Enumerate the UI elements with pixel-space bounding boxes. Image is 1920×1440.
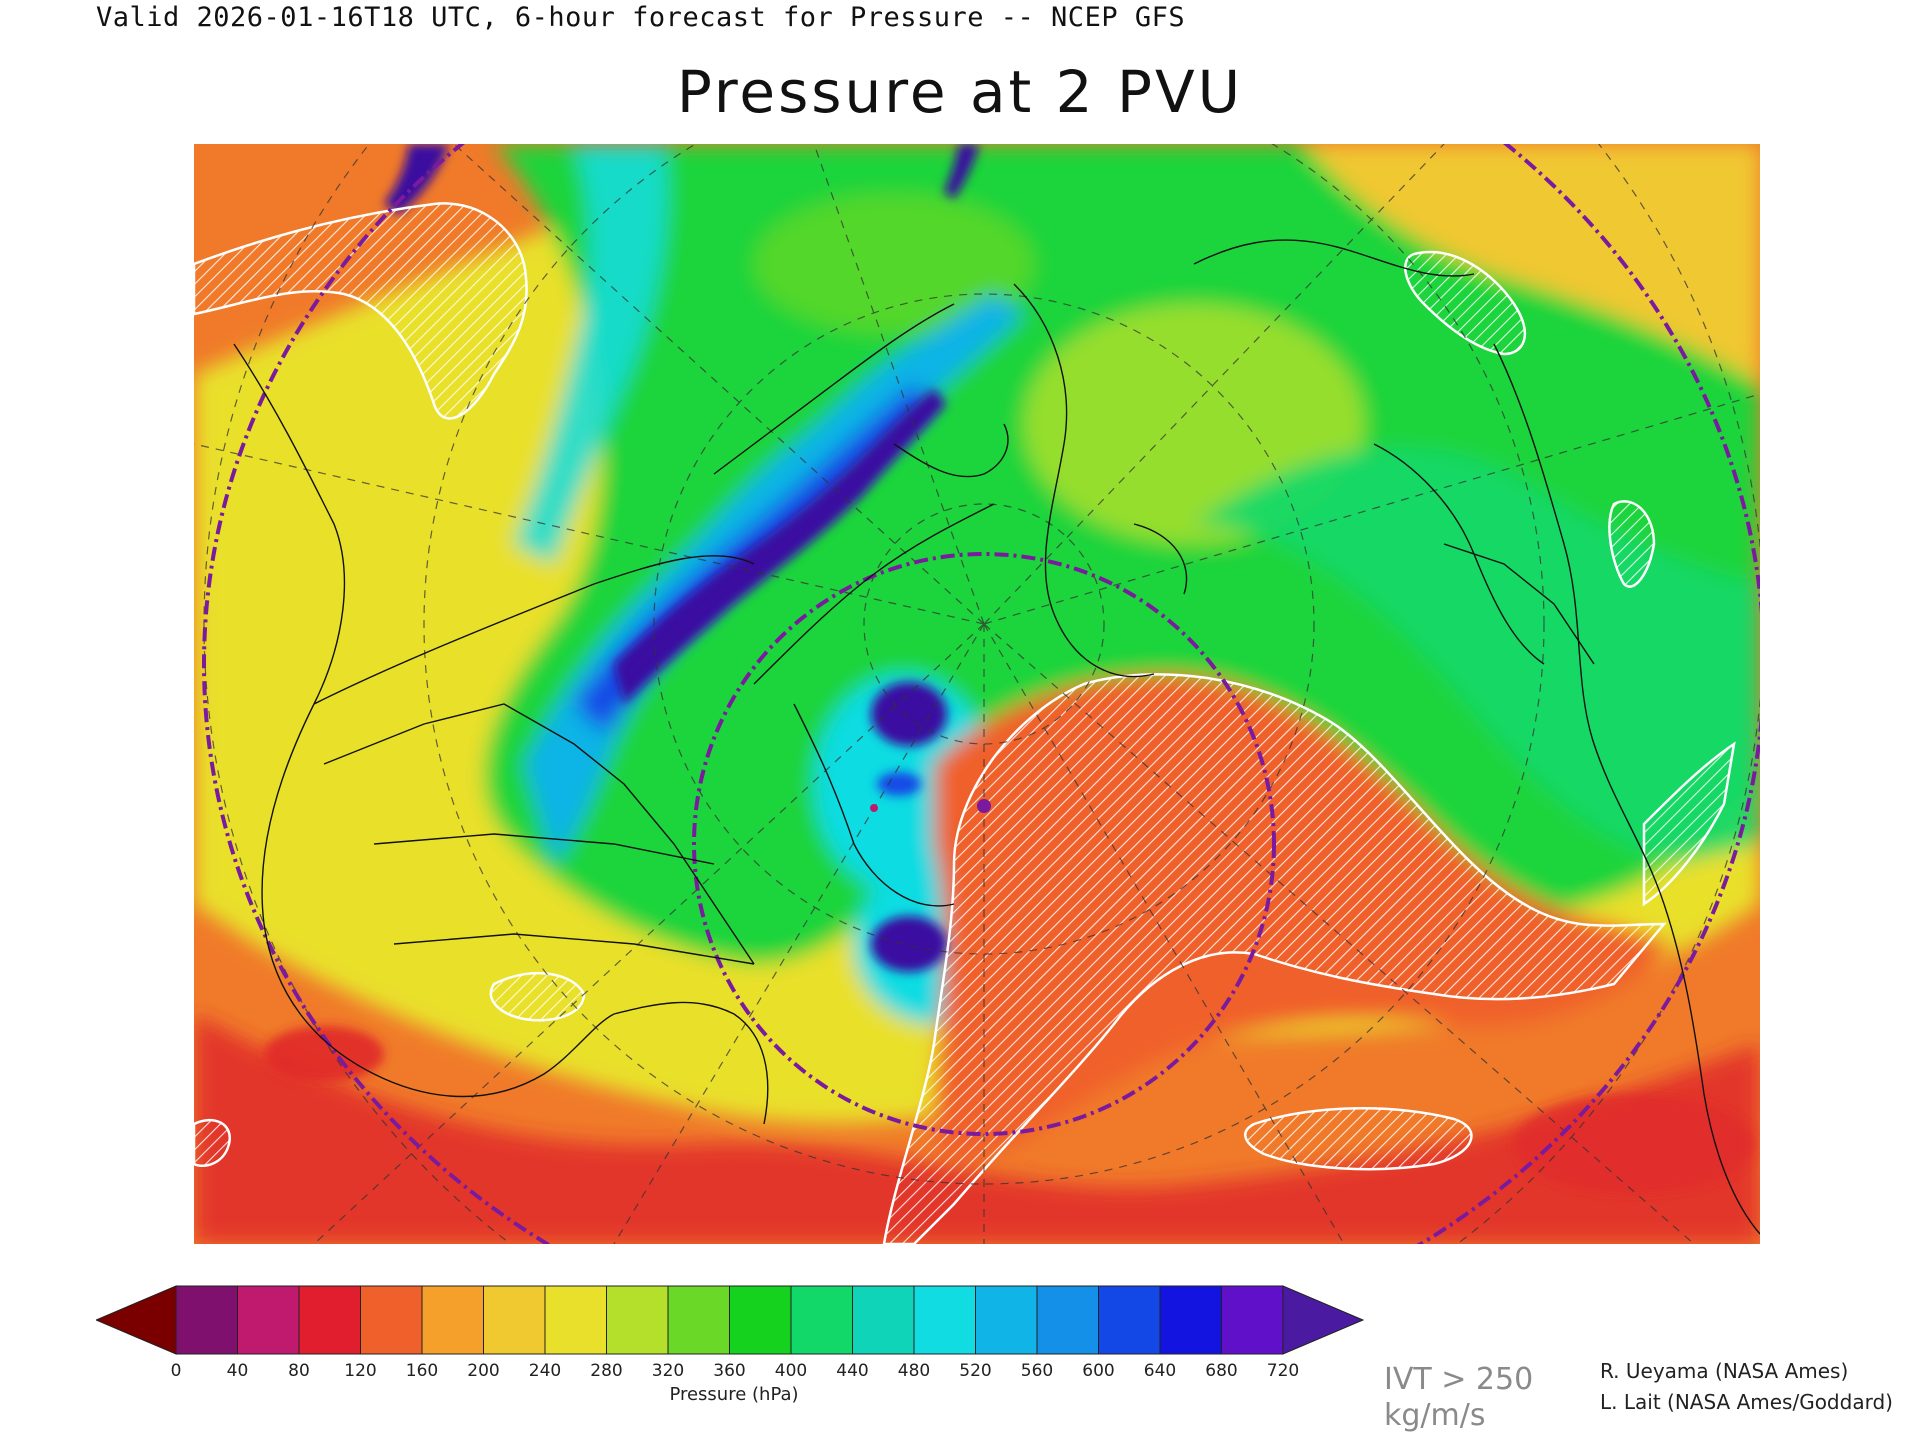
colorbar-tick-label: 160 xyxy=(405,1361,439,1381)
coastlines xyxy=(233,239,1760,1235)
ivt-legend: IVT > 250 kg/m/s xyxy=(1384,1362,1533,1434)
colorbar-cell xyxy=(421,1285,484,1355)
colorbar-overflow-triangle xyxy=(1282,1285,1365,1355)
colorbar-cell xyxy=(729,1285,792,1355)
graticule xyxy=(194,144,1760,1244)
ivt-hatch-us xyxy=(489,971,586,1022)
ivt-hatch-scandinavia xyxy=(1404,250,1526,356)
location-marker xyxy=(870,804,878,812)
colorbar-cell xyxy=(790,1285,853,1355)
colorbar-cell xyxy=(667,1285,730,1355)
colorbar-cell xyxy=(1036,1285,1099,1355)
valid-time-header: Valid 2026-01-16T18 UTC, 6-hour forecast… xyxy=(96,2,1186,33)
location-marker xyxy=(977,799,991,813)
colorbar-tick-label: 560 xyxy=(1020,1361,1054,1381)
pressure-map xyxy=(194,144,1760,1244)
colorbar-cell xyxy=(237,1285,300,1355)
colorbar-cell xyxy=(1098,1285,1161,1355)
credits: R. Ueyama (NASA Ames) L. Lait (NASA Ames… xyxy=(1600,1356,1893,1418)
colorbar-tick-label: 520 xyxy=(959,1361,992,1381)
map-title: Pressure at 2 PVU xyxy=(676,58,1244,126)
colorbar-cell xyxy=(1221,1285,1284,1355)
ivt-threshold: IVT > 250 xyxy=(1384,1362,1534,1397)
colorbar-tick-label: 400 xyxy=(774,1361,808,1381)
region-circles xyxy=(202,144,1760,1244)
colorbar-tick-label: 360 xyxy=(713,1361,746,1381)
colorbar-tick-label: 120 xyxy=(344,1361,377,1381)
ivt-hatch-regions xyxy=(194,202,1736,1244)
colorbar-cell xyxy=(975,1285,1038,1355)
ivt-hatch-pacific xyxy=(194,202,528,420)
colorbar-cell xyxy=(913,1285,976,1355)
colorbar-cell xyxy=(606,1285,669,1355)
colorbar-cell xyxy=(298,1285,361,1355)
colorbar-cell xyxy=(1159,1285,1222,1355)
colorbar-tick-label: 200 xyxy=(467,1361,500,1381)
credit-line-1: R. Ueyama (NASA Ames) xyxy=(1600,1359,1849,1383)
colorbar-tick-label: 680 xyxy=(1205,1361,1238,1381)
colorbar-tick-label: 80 xyxy=(288,1361,310,1381)
colorbar-cell xyxy=(544,1285,607,1355)
colorbar-tick-label: 600 xyxy=(1082,1361,1115,1381)
colorbar-tick-label: 40 xyxy=(226,1361,249,1381)
colorbar-tick-label: 240 xyxy=(528,1361,562,1381)
colorbar-underflow-triangle xyxy=(96,1285,177,1355)
colorbar-tick-label: 320 xyxy=(651,1361,685,1381)
colorbar-cell xyxy=(175,1285,238,1355)
colorbar-tick-label: 640 xyxy=(1143,1361,1177,1381)
pressure-colorbar xyxy=(96,1285,1365,1355)
colorbar-tick-label: 480 xyxy=(897,1361,931,1381)
ivt-hatch-pacific-south xyxy=(1244,1107,1473,1171)
colorbar-cell xyxy=(852,1285,915,1355)
colorbar-tick-label: 0 xyxy=(170,1361,182,1381)
colorbar-tick-label: 720 xyxy=(1266,1361,1300,1381)
ivt-hatch-asia xyxy=(1642,741,1736,907)
colorbar-tick-label: 280 xyxy=(590,1361,623,1381)
colorbar-cell xyxy=(483,1285,546,1355)
ivt-units: kg/m/s xyxy=(1384,1398,1486,1433)
colorbar-tick-label: 440 xyxy=(836,1361,869,1381)
colorbar-cell xyxy=(360,1285,423,1355)
credit-line-2: L. Lait (NASA Ames/Goddard) xyxy=(1600,1390,1893,1414)
ivt-hatch-urals xyxy=(1608,500,1656,588)
colorbar-units-label: Pressure (hPa) xyxy=(669,1384,799,1405)
